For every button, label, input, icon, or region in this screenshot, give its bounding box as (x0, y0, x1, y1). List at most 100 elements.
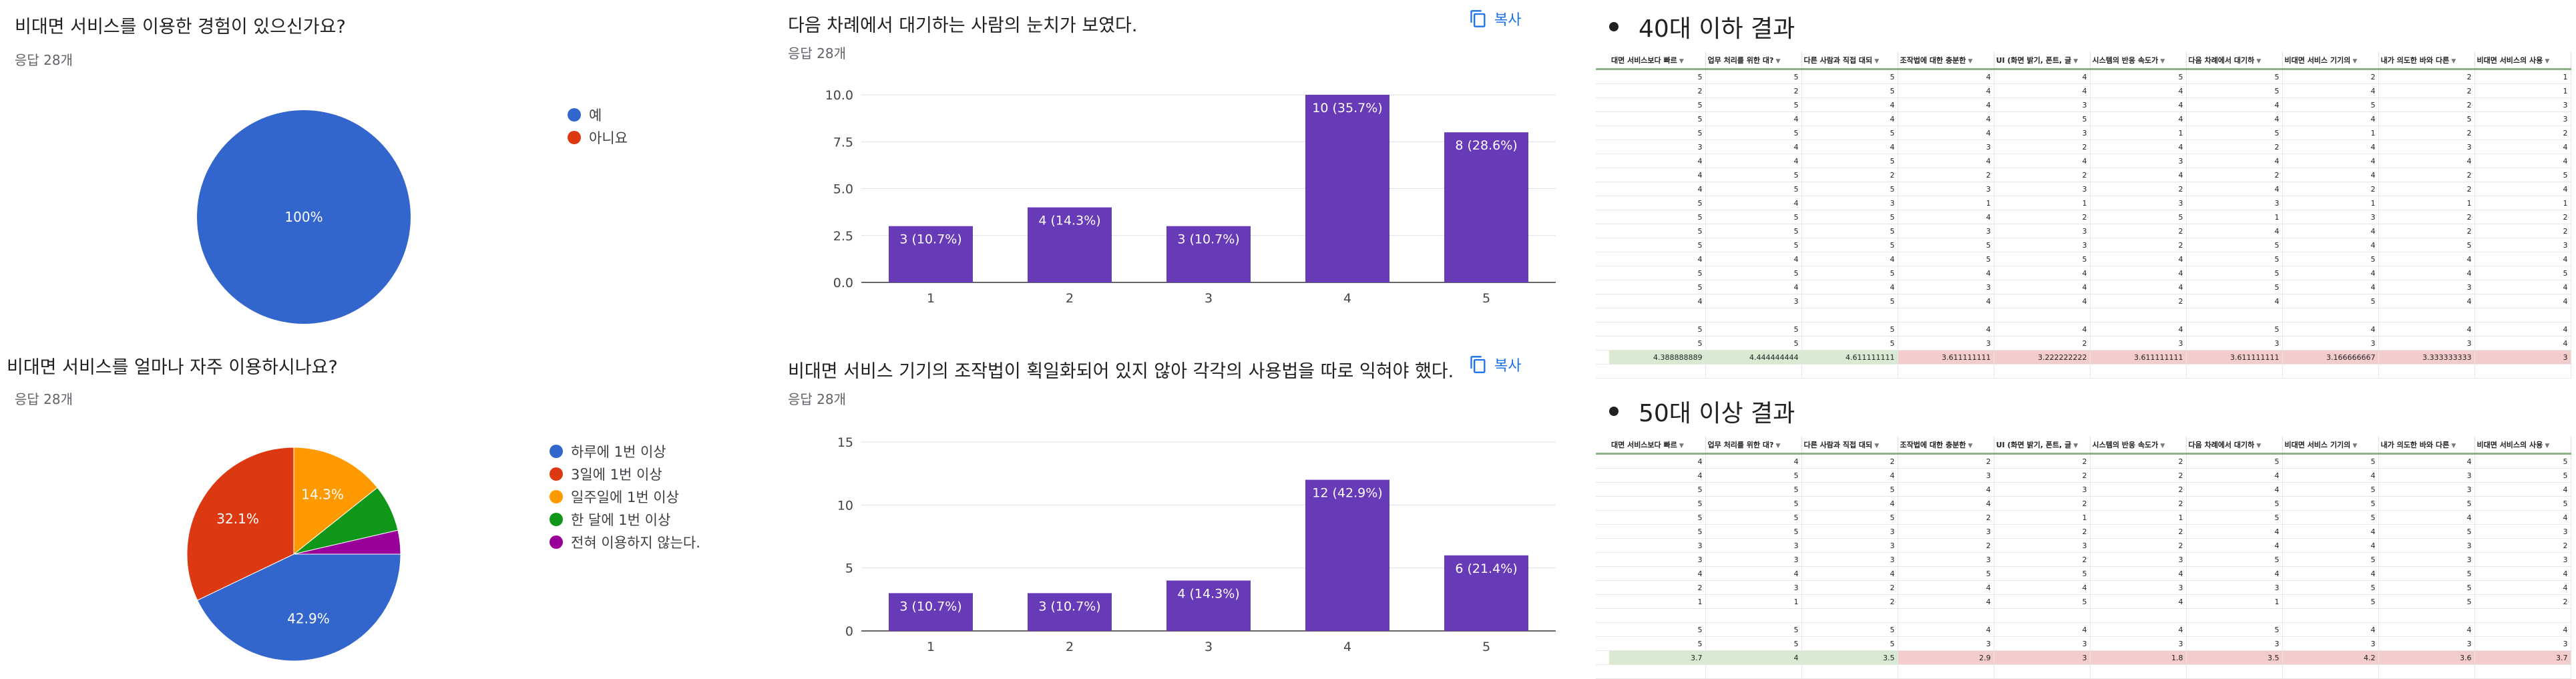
table-cell[interactable]: 5 (1705, 468, 1802, 483)
table-cell[interactable]: 5 (1705, 496, 1802, 511)
table-cell[interactable]: 5 (1801, 126, 1898, 140)
table-cell[interactable] (1994, 308, 2091, 322)
table-cell[interactable]: 4 (2186, 524, 2283, 539)
table-cell[interactable]: 3 (1609, 538, 1706, 553)
table-cell[interactable]: 5 (2282, 294, 2379, 308)
column-header[interactable]: 다른 사람과 직접 대되 ▼ (1801, 437, 1898, 455)
average-cell[interactable]: 4.611111111 (1801, 350, 1898, 365)
table-cell[interactable]: 4 (2090, 111, 2187, 126)
table-cell[interactable]: 4 (2475, 566, 2571, 581)
table-cell[interactable]: 4 (2475, 252, 2571, 266)
table-cell[interactable]: 5 (1609, 280, 1706, 294)
table-cell[interactable]: 4 (2378, 453, 2475, 469)
table-cell[interactable]: 1 (1994, 510, 2091, 525)
table-cell[interactable] (2282, 364, 2379, 379)
table-cell[interactable]: 4 (1898, 83, 1994, 98)
filter-icon[interactable]: ▼ (1773, 443, 1781, 449)
table-cell[interactable]: 1 (1994, 196, 2091, 210)
average-cell[interactable]: 3.611111111 (2090, 350, 2187, 365)
column-header[interactable]: 조작법에 대한 충분한 ▼ (1898, 437, 1994, 455)
table-cell[interactable]: 2 (2378, 182, 2475, 196)
table-cell[interactable]: 2 (2090, 224, 2187, 238)
average-cell[interactable]: 3 (1994, 650, 2091, 665)
table-cell[interactable]: 4 (1994, 266, 2091, 280)
table-cell[interactable]: 3 (1898, 524, 1994, 539)
table-cell[interactable]: 3 (2090, 336, 2187, 351)
table-cell[interactable]: 4 (1898, 210, 1994, 224)
table-cell[interactable]: 2 (2378, 224, 2475, 238)
table-cell[interactable]: 5 (2475, 453, 2571, 469)
table-cell[interactable]: 5 (1609, 496, 1706, 511)
table-cell[interactable]: 5 (1705, 622, 1802, 637)
table-cell[interactable]: 4 (1994, 580, 2091, 595)
table-cell[interactable] (1705, 364, 1802, 379)
table-cell[interactable]: 5 (1801, 622, 1898, 637)
table-cell[interactable]: 2 (1994, 552, 2091, 567)
table-cell[interactable]: 4 (1994, 280, 2091, 294)
table-cell[interactable]: 4 (2475, 510, 2571, 525)
table-cell[interactable]: 4 (1609, 566, 1706, 581)
table-cell[interactable]: 5 (1898, 238, 1994, 252)
average-cell[interactable]: 3 (2475, 350, 2571, 365)
table-cell[interactable]: 5 (2282, 552, 2379, 567)
table-cell[interactable] (1898, 608, 1994, 623)
table-cell[interactable]: 4 (2475, 154, 2571, 168)
table-cell[interactable]: 2 (2475, 538, 2571, 553)
table-cell[interactable]: 2 (2090, 294, 2187, 308)
table-cell[interactable]: 5 (1705, 97, 1802, 112)
table-cell[interactable]: 4 (2282, 83, 2379, 98)
table-cell[interactable]: 2 (1898, 510, 1994, 525)
table-cell[interactable]: 3 (1994, 636, 2091, 651)
table-cell[interactable]: 5 (2282, 252, 2379, 266)
table-cell[interactable]: 5 (2186, 126, 2283, 140)
table-cell[interactable]: 5 (1609, 196, 1706, 210)
table-cell[interactable] (2378, 608, 2475, 623)
table-cell[interactable] (2475, 608, 2571, 623)
table-cell[interactable] (2475, 364, 2571, 379)
filter-icon[interactable]: ▼ (2543, 443, 2550, 449)
table-cell[interactable]: 4 (2090, 97, 2187, 112)
table-cell[interactable]: 5 (2282, 97, 2379, 112)
column-header[interactable]: 비대면 서비스 기기의 ▼ (2282, 437, 2379, 455)
table-cell[interactable]: 4 (2282, 468, 2379, 483)
average-cell[interactable]: 3.166666667 (2282, 350, 2379, 365)
table-cell[interactable]: 1 (2475, 69, 2571, 84)
table-cell[interactable]: 4 (2282, 622, 2379, 637)
table-cell[interactable]: 4 (2378, 510, 2475, 525)
table-cell[interactable]: 2 (1994, 210, 2091, 224)
average-cell[interactable]: 4.388888889 (1609, 350, 1706, 365)
average-cell[interactable]: 4.444444444 (1705, 350, 1802, 365)
table-cell[interactable]: 4 (1801, 566, 1898, 581)
table-cell[interactable] (2475, 664, 2571, 679)
table-cell[interactable]: 5 (2186, 453, 2283, 469)
column-header[interactable]: 비대면 서비스의 사용 ▼ (2475, 437, 2571, 455)
table-cell[interactable]: 4 (2186, 294, 2283, 308)
average-cell[interactable]: 4 (1705, 650, 1802, 665)
average-cell[interactable]: 3.611111111 (2186, 350, 2283, 365)
table-cell[interactable]: 4 (2378, 294, 2475, 308)
table-cell[interactable] (2186, 664, 2283, 679)
column-header[interactable]: 시스템의 반응 속도가 ▼ (2090, 52, 2187, 70)
table-cell[interactable]: 5 (1609, 224, 1706, 238)
table-cell[interactable]: 4 (1898, 294, 1994, 308)
table-cell[interactable]: 2 (1705, 83, 1802, 98)
table-cell[interactable]: 4 (2282, 154, 2379, 168)
table-cell[interactable]: 3 (1801, 524, 1898, 539)
table-cell[interactable]: 3 (1994, 224, 2091, 238)
column-header[interactable]: 업무 처리를 위한 대? ▼ (1705, 52, 1802, 70)
table-cell[interactable]: 1 (2475, 83, 2571, 98)
table-cell[interactable]: 2 (1994, 336, 2091, 351)
table-cell[interactable]: 3 (2475, 111, 2571, 126)
table-cell[interactable] (1994, 664, 2091, 679)
table-cell[interactable]: 3 (2378, 336, 2475, 351)
table-cell[interactable]: 4 (1705, 140, 1802, 154)
average-cell[interactable]: 3.5 (2186, 650, 2283, 665)
average-cell[interactable]: 4.2 (2282, 650, 2379, 665)
table-cell[interactable]: 5 (2475, 168, 2571, 182)
table-cell[interactable]: 2 (2282, 69, 2379, 84)
table-cell[interactable]: 2 (2378, 126, 2475, 140)
table-cell[interactable] (1994, 608, 2091, 623)
table-cell[interactable]: 4 (2475, 140, 2571, 154)
filter-icon[interactable]: ▼ (2254, 443, 2262, 449)
column-header[interactable]: 시스템의 반응 속도가 ▼ (2090, 437, 2187, 455)
